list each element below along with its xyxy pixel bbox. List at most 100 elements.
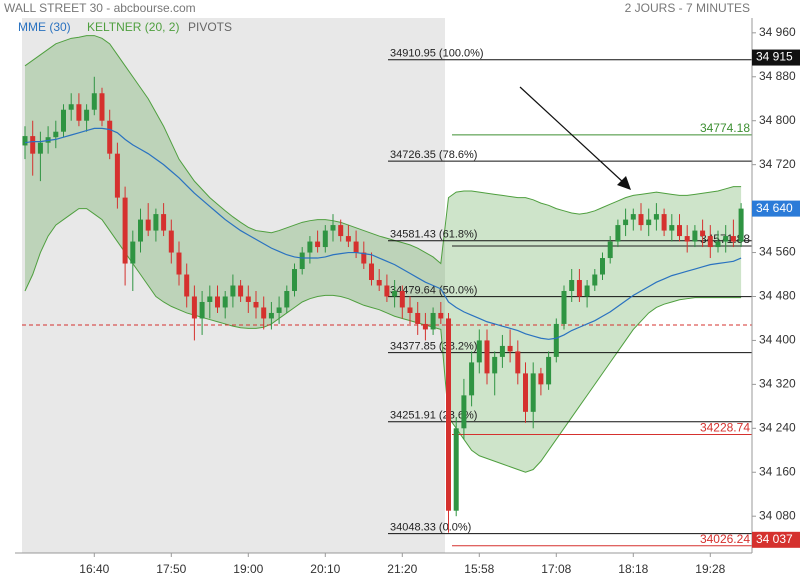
keltner-lower <box>24 208 742 473</box>
y-tick-label: 34 240 <box>759 420 796 434</box>
candle-body <box>576 280 582 297</box>
level-label: 34026.24 <box>700 532 750 546</box>
legend-pivots[interactable]: PIVOTS <box>188 20 232 34</box>
candle-body <box>684 236 690 242</box>
candle-body <box>507 345 513 352</box>
candle-body <box>168 230 174 253</box>
candle-body <box>207 296 213 302</box>
candle-body <box>353 241 359 253</box>
candle-body <box>145 219 151 231</box>
mme-line <box>24 127 742 340</box>
candle-body <box>484 340 490 374</box>
candle-body <box>222 296 228 308</box>
y-tick-label: 34 720 <box>759 157 796 171</box>
fib-label: 34479.64 (50.0%) <box>390 285 477 297</box>
candle-body <box>399 290 405 308</box>
candle-body <box>76 104 82 121</box>
candle-body <box>345 236 351 242</box>
candle-body <box>530 373 536 412</box>
candle-body <box>723 236 729 242</box>
y-tick-label: 34 880 <box>759 69 796 83</box>
level-label: 34228.74 <box>700 421 750 435</box>
candle-body <box>122 197 128 264</box>
y-tick-label: 34 560 <box>759 245 796 259</box>
candle-body <box>453 428 459 511</box>
y-tick-label: 34 160 <box>759 464 796 478</box>
x-tick-label: 19:28 <box>695 562 725 576</box>
candle-body <box>130 241 136 264</box>
candle-body <box>661 214 667 231</box>
candle-body <box>730 236 736 242</box>
candle-body <box>677 225 682 237</box>
candle-body <box>669 225 675 231</box>
candle-body <box>561 290 567 324</box>
candle-body <box>215 296 220 308</box>
y-tick-label: 34 320 <box>759 377 796 391</box>
x-tick-label: 19:00 <box>233 562 263 576</box>
candle-body <box>592 274 598 286</box>
candle-body <box>161 214 167 231</box>
candle-body <box>53 131 59 138</box>
candle-body <box>276 307 282 313</box>
candle-body <box>438 312 444 319</box>
candle-body <box>68 104 74 110</box>
candle-body <box>292 269 297 291</box>
keltner-upper <box>24 35 742 265</box>
candle-body <box>384 285 390 297</box>
fib-label: 34910.95 (100.0%) <box>390 48 484 60</box>
legend-mme[interactable]: MME (30) <box>18 20 71 34</box>
candle-body <box>91 93 97 110</box>
candle-body <box>738 208 744 242</box>
candle-body <box>492 356 498 374</box>
candle-body <box>238 285 244 297</box>
candle-body <box>61 109 66 132</box>
candle-body <box>138 219 143 242</box>
candle-body <box>99 93 105 121</box>
candle-body <box>114 153 120 198</box>
candle-body <box>446 318 451 511</box>
candle-body <box>584 285 590 297</box>
candle-body <box>253 301 259 308</box>
candle-body <box>476 340 482 363</box>
candle-body <box>230 285 236 297</box>
candle-body <box>638 214 644 226</box>
candle-body <box>107 120 113 154</box>
candle-body <box>415 312 421 324</box>
price-marker-label: 34 915 <box>756 50 793 64</box>
level-label: 34774.18 <box>700 121 750 135</box>
candle-body <box>523 373 528 412</box>
fib-label: 34377.85 (38.2%) <box>390 341 477 353</box>
candle-body <box>338 225 344 237</box>
x-tick-label: 18:18 <box>618 562 648 576</box>
candle-body <box>176 252 182 275</box>
candle-body <box>469 362 475 396</box>
plot: 34910.95 (100.0%) 34726.35 (78.6%) 34581.4… <box>22 35 752 547</box>
y-tick-label: 34 800 <box>759 113 796 127</box>
candle-body <box>184 274 190 297</box>
candle-body <box>361 252 367 264</box>
candle-body <box>84 109 90 121</box>
candle-body <box>422 323 428 330</box>
candle-body <box>546 356 552 385</box>
candle-body <box>407 307 413 313</box>
x-tick-label: 17:50 <box>156 562 186 576</box>
candle-body <box>615 225 621 242</box>
legend-keltner[interactable]: KELTNER (20, 2) <box>87 20 179 34</box>
y-tick-label: 34 480 <box>759 289 796 303</box>
candle-body <box>299 252 305 270</box>
candle-body <box>261 307 267 319</box>
price-marker-label: 34 640 <box>756 201 793 215</box>
price-marker <box>752 49 800 66</box>
fib-label: 34726.35 (78.6%) <box>390 149 477 161</box>
annotation-arrow <box>519 86 631 190</box>
y-tick-label: 34 960 <box>759 25 796 39</box>
candle-body <box>369 263 374 281</box>
candle-body <box>515 351 521 374</box>
candle-body <box>392 290 398 297</box>
candle-body <box>307 241 313 253</box>
candle-body <box>191 296 197 319</box>
candle-body <box>330 225 336 231</box>
candle-body <box>153 214 159 231</box>
candle-body <box>646 219 652 226</box>
